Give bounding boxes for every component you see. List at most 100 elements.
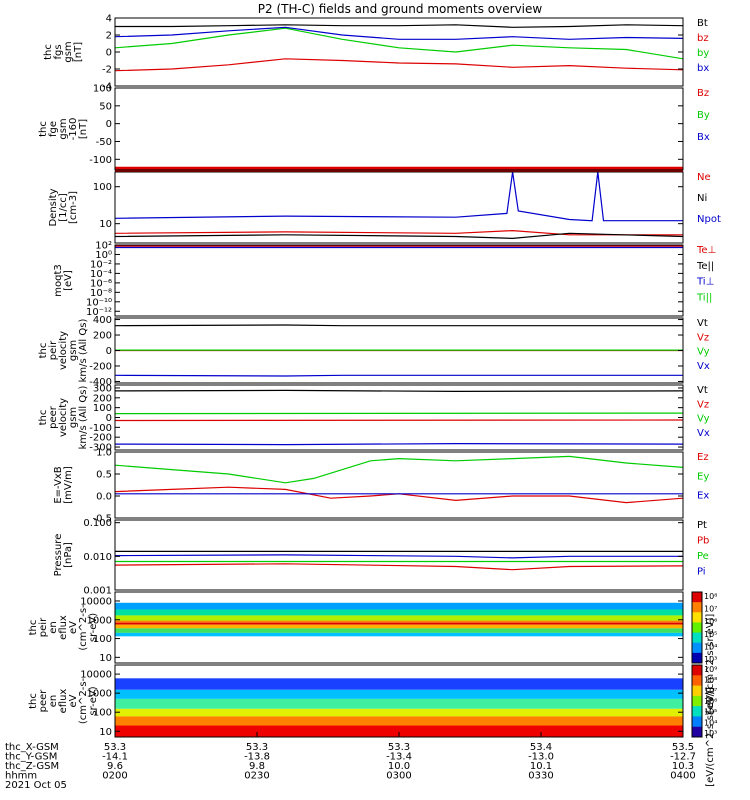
y-axis-label: en	[48, 695, 59, 708]
plot-title: P2 (TH-C) fields and ground moments over…	[258, 2, 543, 16]
colorbar-tick-label: 10⁸	[704, 592, 717, 601]
y-tick-label: 100	[93, 708, 112, 719]
y-tick-label: -200	[89, 433, 112, 444]
y-tick-label: 0.5	[96, 470, 112, 481]
y-axis-label: eflux	[58, 615, 69, 640]
y-tick-label: -4	[102, 82, 112, 93]
footer-value: 10.3	[672, 761, 694, 772]
y-tick-label: -0.5	[92, 514, 112, 525]
y-tick-label: 400	[93, 315, 112, 326]
footer-value: -13.0	[528, 752, 554, 763]
spectrogram-band-3	[115, 609, 683, 616]
legend-entry: Ti||	[696, 292, 712, 303]
panel-frame	[114, 384, 684, 451]
y-tick-label: 50	[99, 101, 112, 112]
panel-7: -0.5 0.0 0.5 1.0 E=-VxB [mV/m] Ez Ey Ex	[53, 448, 709, 525]
y-tick-label: 10⁻⁴	[90, 269, 112, 280]
y-axis-label: gsm	[63, 41, 74, 62]
spectrogram-band-6	[115, 716, 683, 726]
legend-entry: Bz	[697, 88, 709, 99]
y-axis-label: eV	[68, 621, 79, 634]
y-axis-label: en	[48, 621, 59, 634]
legend-entry: Vt	[697, 318, 708, 329]
colorbar-tick-label: 10⁶	[704, 617, 717, 626]
legend-entry: Ez	[697, 452, 709, 463]
legend-entry: Vx	[697, 361, 710, 372]
panel-5: -400 -200 0 200 400 thc peir velocity gsm km/s (A…	[38, 315, 710, 388]
spectrogram-band-4	[115, 615, 683, 621]
colorbar-tick-label: 10⁶	[704, 697, 717, 706]
y-tick-label: 300	[93, 383, 112, 394]
y-tick-label: 10	[99, 727, 112, 738]
panel-frame	[114, 171, 684, 244]
legend-entry: Te⊥	[696, 245, 716, 256]
y-axis-label: [1/cc]	[58, 193, 69, 222]
y-tick-label: -100	[89, 423, 112, 434]
legend-entry: Vx	[697, 428, 710, 439]
series-line-Vt	[114, 324, 683, 327]
y-tick-label: 100	[93, 403, 112, 414]
series-line-Pi	[114, 554, 683, 559]
colorbar-segment	[692, 612, 702, 623]
colorbar-tick-label: 10⁷	[704, 605, 717, 614]
footer-value: 53.3	[388, 742, 410, 753]
y-axis-label: [nT]	[73, 42, 84, 62]
colorbar-segment	[692, 652, 702, 664]
y-axis-label: gsm	[68, 340, 79, 361]
y-tick-label: 0.010	[83, 552, 112, 563]
y-tick-label: 100	[93, 84, 112, 95]
y-tick-label: 10⁰	[95, 250, 112, 261]
series-line-Npot	[114, 171, 683, 222]
y-tick-label: 200	[93, 393, 112, 404]
y-tick-label: 10	[99, 653, 112, 664]
colorbar-segment	[692, 726, 702, 738]
legend-entry: bx	[697, 63, 709, 74]
y-axis-label: [nT]	[78, 119, 89, 139]
legend-entry: Vy	[697, 414, 710, 425]
panel-frame	[114, 591, 684, 664]
y-axis-label: velocity	[58, 331, 69, 370]
panel-3: 100 10 Density [1/cc] [cm-3] Ne Ni Npot	[48, 171, 721, 244]
footer-value: 0330	[528, 771, 553, 782]
legend-entry: Vz	[697, 399, 709, 410]
y-tick-label: 200	[93, 331, 112, 342]
colorbar-tick-label: 10⁴	[704, 718, 717, 727]
y-tick-label: 10⁻¹⁰	[86, 297, 112, 308]
y-axis-label: moqt3	[53, 264, 64, 297]
panel-9: 10⁸10⁷10⁶10⁵10⁴10³[eV/(cm^2-s-sr-eV)]100…	[28, 591, 717, 714]
y-axis-label: velocity	[58, 398, 69, 437]
y-axis-label: eV	[68, 694, 79, 707]
colorbar-segment	[692, 685, 702, 697]
spectrogram-band-7	[115, 624, 683, 629]
series-line-Vx	[114, 443, 684, 446]
footer-row-label: thc_X-GSM	[5, 742, 59, 753]
colorbar-segment	[692, 602, 702, 613]
y-tick-label: -100	[89, 155, 112, 166]
footer-value: 10.0	[388, 761, 410, 772]
y-axis-label: fgs	[53, 44, 64, 59]
y-axis-label: peir	[48, 340, 59, 360]
legend-entry: Bt	[697, 18, 708, 29]
footer-value: -13.4	[386, 752, 412, 763]
footer-date: 2021 Oct 05	[5, 780, 67, 791]
colorbar-frame	[691, 664, 703, 738]
series-line-Vx	[114, 374, 683, 377]
y-axis-label: sr-eV)	[88, 686, 99, 715]
y-axis-label: eflux	[58, 689, 69, 714]
series-line-Vy	[114, 412, 684, 415]
y-tick-label: -2	[102, 65, 112, 76]
spectrogram-band-2	[115, 678, 683, 690]
footer-value: 0300	[386, 771, 411, 782]
colorbar-label: [eV/(cm^2-s-sr-eV)]	[705, 614, 716, 714]
y-axis-label: thc	[28, 693, 39, 709]
y-tick-label: 0.0	[96, 492, 112, 503]
footer-row-label: thc_Z-GSM	[5, 761, 59, 772]
y-tick-label: 10⁻⁸	[90, 288, 112, 299]
colorbar-tick-label: 10⁹	[704, 665, 717, 674]
colorbar-segment	[692, 675, 702, 687]
y-tick-label: 1000	[87, 689, 112, 700]
y-axis-label: -160	[68, 118, 79, 141]
legend-entry: Pi	[697, 567, 706, 578]
series-line-Ne	[114, 229, 683, 236]
